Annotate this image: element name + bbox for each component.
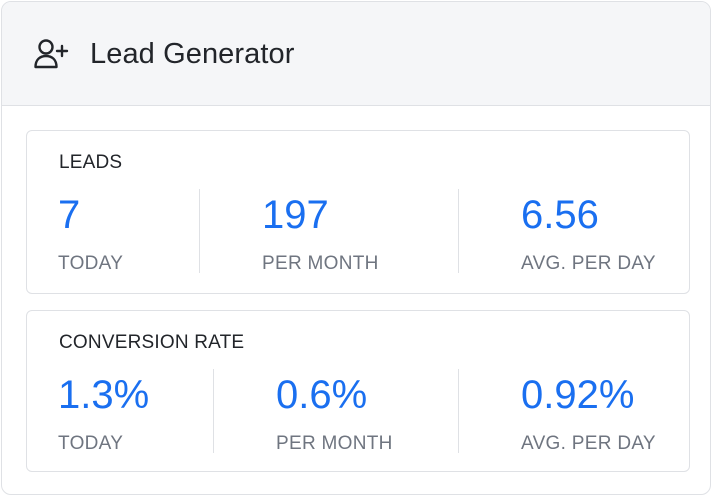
conversion-today-value: 1.3% (58, 373, 150, 417)
leads-avg-label: AVG. PER DAY (521, 253, 656, 274)
leads-month-value: 197 (262, 193, 329, 237)
conversion-month-value: 0.6% (276, 373, 368, 417)
leads-today-stat: 7 TODAY (58, 191, 123, 276)
divider (213, 369, 214, 453)
divider (199, 189, 200, 273)
card-title: Lead Generator (90, 38, 295, 70)
leads-panel: LEADS 7 TODAY 197 PER MONTH 6.56 AVG. PE… (26, 130, 690, 294)
leads-panel-title: LEADS (59, 152, 123, 173)
card-header: Lead Generator (2, 2, 710, 106)
conversion-today-stat: 1.3% TODAY (58, 371, 149, 456)
conversion-avg-label: AVG. PER DAY (521, 433, 656, 454)
conversion-month-label: PER MONTH (276, 433, 393, 454)
leads-today-label: TODAY (58, 253, 124, 274)
divider (458, 369, 459, 453)
add-user-icon (34, 38, 70, 70)
leads-today-value: 7 (58, 193, 81, 237)
divider (458, 189, 459, 273)
conversion-avg-value: 0.92% (521, 373, 635, 417)
leads-month-label: PER MONTH (262, 253, 379, 274)
conversion-panel: CONVERSION RATE 1.3% TODAY 0.6% PER MONT… (26, 310, 690, 472)
leads-month-stat: 197 PER MONTH (262, 191, 379, 276)
conversion-panel-title: CONVERSION RATE (59, 332, 245, 353)
conversion-month-stat: 0.6% PER MONTH (276, 371, 393, 456)
leads-avg-stat: 6.56 AVG. PER DAY (521, 191, 656, 276)
conversion-today-label: TODAY (58, 433, 124, 454)
leads-avg-value: 6.56 (521, 193, 599, 237)
conversion-avg-stat: 0.92% AVG. PER DAY (521, 371, 656, 456)
